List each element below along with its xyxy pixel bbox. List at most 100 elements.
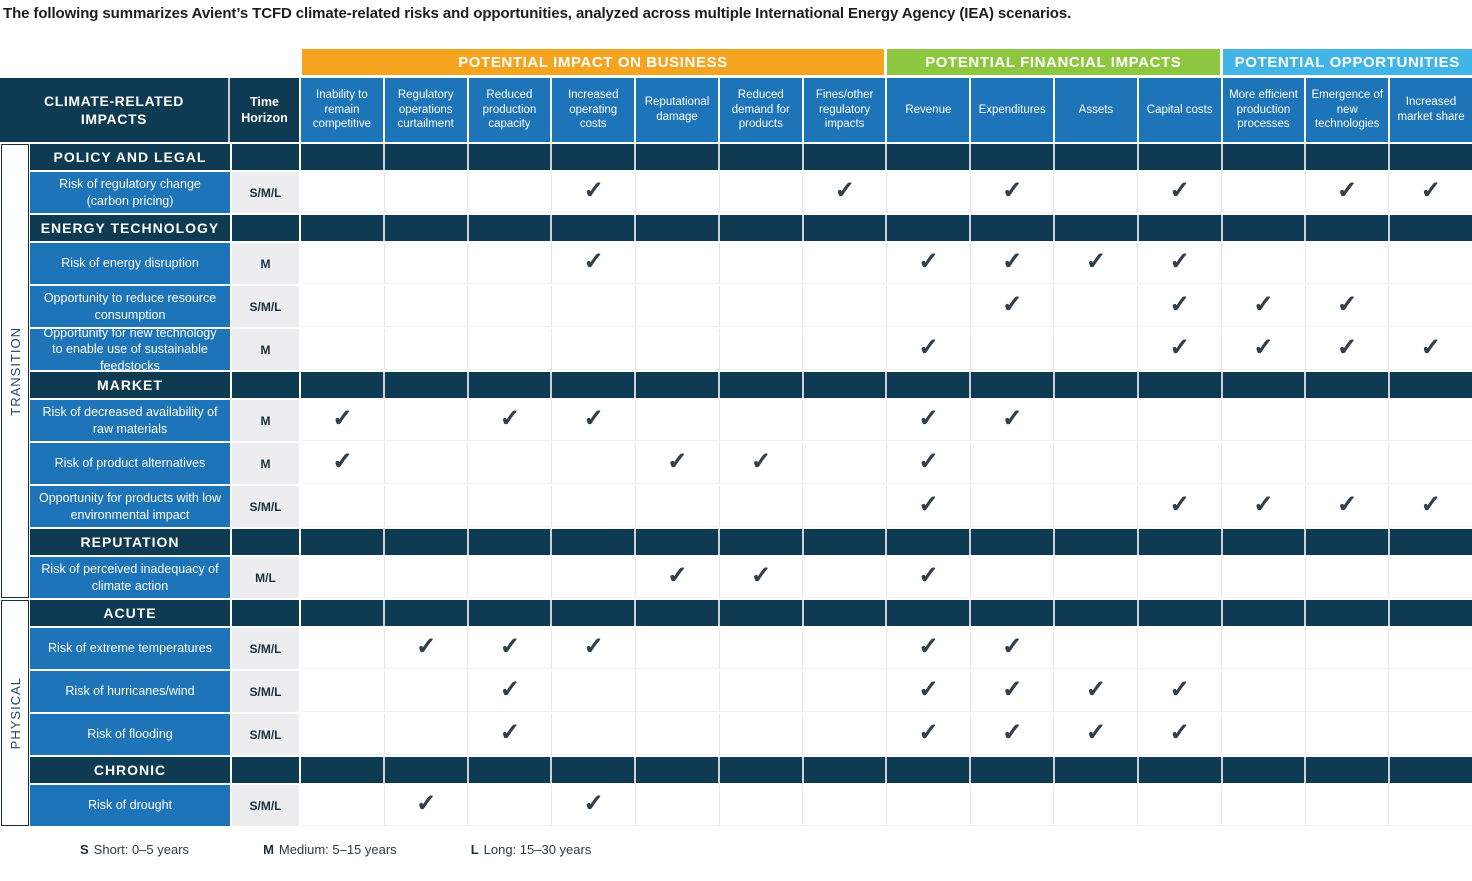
empty-cell [970, 557, 1055, 598]
empty-cell [1054, 172, 1139, 213]
check-icon: ✓ [1420, 177, 1441, 204]
section-cell [1390, 372, 1472, 398]
time-horizon-header: Time Horizon [230, 78, 299, 142]
check-icon: ✓ [1336, 334, 1358, 361]
climate-related-impacts-label: CLIMATE-RELATED IMPACTS [44, 92, 184, 127]
check-icon: ✓ [583, 248, 604, 275]
section-cell [468, 529, 553, 555]
row-data-cells: ✓ ✓ [301, 785, 1472, 826]
section-time-cell [232, 372, 299, 398]
section-time-cell [232, 757, 299, 783]
section-cell [719, 144, 804, 170]
page-title: The following summarizes Avient’s TCFD c… [3, 5, 1072, 22]
check-icon: ✓ [918, 719, 939, 746]
section-cell [301, 215, 385, 241]
section-row-market: MARKET [0, 372, 1472, 398]
empty-cell [1305, 671, 1390, 712]
empty-cell [719, 628, 804, 669]
check-icon: ✓ [1336, 491, 1358, 518]
checked-cell: ✓ [1221, 286, 1306, 327]
check-icon: ✓ [1002, 719, 1023, 746]
section-cell [636, 529, 720, 555]
section-cell [552, 600, 637, 626]
empty-cell [1138, 443, 1222, 484]
table-row-risk-of-decreased-availability-of-raw-materials: Risk of decreased availability of raw ma… [0, 400, 1472, 441]
group-header-row: POTENTIAL IMPACT ON BUSINESS POTENTIAL F… [0, 49, 1472, 75]
section-cell [971, 529, 1056, 555]
empty-cell [1221, 714, 1306, 755]
section-cell [1222, 215, 1307, 241]
legend-key: L [470, 842, 479, 857]
empty-cell [384, 329, 469, 370]
empty-cell [1305, 785, 1390, 826]
table-row-opportunity-for-products-with-low-environmental-impact: Opportunity for products with low enviro… [0, 486, 1472, 527]
checked-cell: ✓ [1305, 172, 1390, 213]
checked-cell: ✓ [1389, 172, 1472, 213]
check-icon: ✓ [1420, 491, 1441, 518]
table-row-risk-of-flooding: Risk of flooding S/M/L ✓ ✓ ✓ ✓ ✓ [0, 714, 1472, 755]
empty-cell [1138, 628, 1222, 669]
empty-cell [301, 286, 385, 327]
checked-cell: ✓ [1138, 172, 1222, 213]
section-cell [552, 372, 637, 398]
empty-cell [719, 286, 804, 327]
empty-cell [803, 557, 888, 598]
row-label: Opportunity for new technology to enable… [30, 326, 230, 373]
phase-label-transition: TRANSITION [1, 144, 29, 598]
section-cell [468, 215, 553, 241]
empty-cell [887, 785, 971, 826]
legend-item-s: S Short: 0–5 years [80, 842, 189, 857]
section-cell [1138, 757, 1223, 783]
check-icon: ✓ [583, 790, 604, 817]
checked-cell: ✓ [1221, 329, 1306, 370]
section-label-energy-technology: ENERGY TECHNOLOGY [30, 215, 230, 241]
time-horizon-cell: M [232, 443, 299, 484]
section-cell [803, 529, 888, 555]
section-cell [636, 757, 720, 783]
empty-cell [384, 486, 469, 527]
empty-cell [635, 243, 720, 284]
empty-cell [635, 785, 720, 826]
check-icon: ✓ [834, 177, 855, 204]
section-cell [1222, 144, 1307, 170]
empty-cell [719, 714, 804, 755]
group-header-spacer [0, 49, 299, 75]
section-time-cell [232, 529, 299, 555]
checked-cell: ✓ [552, 400, 636, 441]
row-data-cells: ✓ ✓ ✓ ✓ [301, 286, 1472, 327]
empty-cell [468, 443, 553, 484]
check-icon: ✓ [1085, 719, 1106, 746]
table-body: POLICY AND LEGAL Risk of regulatory chang… [0, 144, 1472, 826]
check-icon: ✓ [1336, 177, 1358, 204]
checked-cell: ✓ [970, 286, 1055, 327]
check-icon: ✓ [1002, 291, 1023, 318]
checked-cell: ✓ [970, 243, 1055, 284]
empty-cell [1305, 443, 1390, 484]
section-label-reputation: REPUTATION [30, 529, 230, 555]
section-cell [1138, 215, 1223, 241]
empty-cell [1305, 714, 1390, 755]
section-cell [971, 372, 1056, 398]
row-data-cells: ✓ ✓ ✓ ✓ ✓ [301, 628, 1472, 669]
section-cell [1222, 372, 1307, 398]
column-header-inability-to-remain-competitive: Inability to remain competitive [301, 78, 383, 142]
section-cell [1055, 144, 1139, 170]
check-icon: ✓ [1169, 334, 1190, 361]
section-cell [1138, 144, 1223, 170]
section-cell [301, 757, 385, 783]
checked-cell: ✓ [552, 785, 636, 826]
check-icon: ✓ [918, 562, 939, 589]
section-cell [803, 372, 888, 398]
check-icon: ✓ [918, 676, 939, 703]
column-header-assets: Assets [1055, 78, 1137, 142]
check-icon: ✓ [1002, 177, 1023, 204]
row-label: Risk of perceived inadequacy of climate … [30, 557, 230, 598]
empty-cell [552, 671, 636, 712]
time-horizon-cell: S/M/L [232, 714, 299, 755]
check-icon: ✓ [583, 405, 604, 432]
column-header-more-efficient-production-processes: More efficient production processes [1222, 78, 1305, 142]
section-cell [1390, 757, 1472, 783]
group-potential-financial-impacts: POTENTIAL FINANCIAL IMPACTS [887, 49, 1220, 75]
empty-cell [970, 443, 1055, 484]
empty-cell [1305, 400, 1390, 441]
